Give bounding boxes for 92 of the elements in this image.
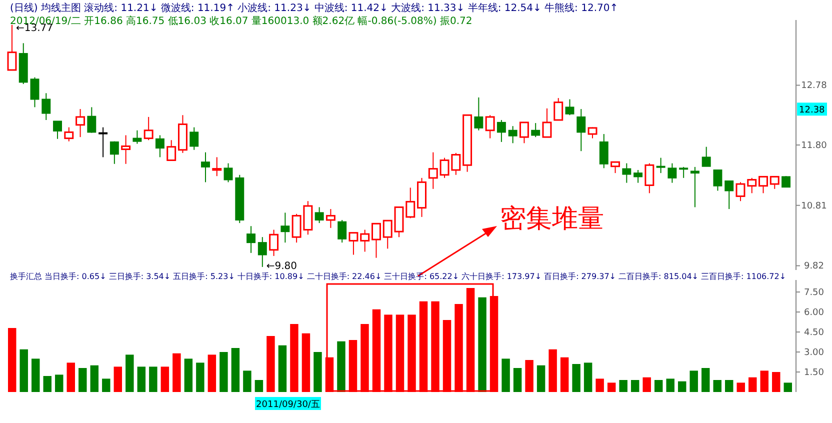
bar (384, 314, 392, 392)
bar (254, 380, 264, 392)
chart-title: 换手汇总 当日换手: 0.65↓ 三日换手: 3.54↓ 五日换手: 5.23↓ 十日换手: 10.89↓ 二十日换手: 22.46↓ 三十日换手: 65.22↓ 六十日换手: 173.97↓ 百日换手: 279.37↓ 二百日换手: 815.04↓ 三百日换手: 1106.72↓ (10, 272, 786, 281)
bar (784, 382, 792, 392)
bar (525, 360, 534, 392)
candlestick (155, 134, 164, 158)
bar (102, 378, 110, 392)
bar (619, 380, 628, 392)
y-tick-label: 7.50 (804, 288, 824, 298)
candlestick (280, 212, 290, 244)
bar (290, 324, 298, 392)
bar (772, 372, 780, 392)
bar (466, 288, 475, 392)
bar (701, 368, 710, 392)
bar (502, 358, 510, 392)
bar (114, 366, 122, 392)
bar (372, 309, 381, 392)
bar (396, 314, 404, 392)
bar (607, 382, 616, 392)
annotation: 密集堆量 (500, 204, 604, 234)
bar (90, 365, 99, 392)
y-tick-label: 1.50 (804, 368, 824, 378)
bar (713, 380, 722, 392)
y-tick-label: 3.00 (804, 348, 824, 358)
bar (149, 366, 158, 392)
candlestick (576, 108, 586, 152)
bar (160, 366, 170, 392)
bar (348, 340, 358, 392)
bar (419, 301, 428, 392)
y-tick-label: 6.00 (804, 308, 824, 318)
bar (243, 370, 252, 392)
bar (736, 382, 745, 392)
bar (126, 354, 134, 392)
bar (220, 352, 228, 392)
bar (302, 333, 310, 392)
text: 12.38 (799, 106, 826, 116)
bar (32, 358, 40, 392)
bar (278, 345, 287, 392)
bar (408, 314, 416, 392)
candlestick (246, 226, 256, 254)
candlestick (98, 126, 108, 158)
bar (654, 380, 663, 392)
bar (172, 353, 181, 392)
bar (596, 378, 604, 392)
bar (536, 365, 546, 392)
bar (184, 358, 193, 392)
chart-title: (日线) 均线主图 滚动线: 11.21↓ 微波线: 11.19↑ 小波线: 11.23↓ 中波线: 11.42↓ 大波线: 11.33↓ 半年线: 12.54↓ 牛熊线: 12.70↑ (10, 2, 618, 14)
y-tick-label: 12.78 (801, 81, 828, 92)
bar (513, 368, 522, 392)
bar (55, 374, 64, 392)
bar (666, 378, 674, 392)
candlestick (622, 162, 632, 184)
candlestick (201, 152, 210, 183)
bar (78, 368, 87, 392)
bar (266, 336, 275, 392)
bar (43, 376, 52, 392)
candlestick (87, 106, 96, 133)
bar (137, 366, 146, 392)
bar (584, 362, 592, 392)
bar (20, 349, 28, 392)
bar (8, 328, 16, 392)
candlestick (428, 152, 438, 190)
y-tick-label: 11.80 (801, 141, 828, 151)
bar (478, 297, 486, 392)
bar (208, 354, 216, 392)
y-tick-label: 10.81 (801, 201, 827, 212)
y-tick-label: 4.50 (804, 328, 824, 338)
bar (760, 370, 768, 392)
y-tick-label: 9.82 (804, 262, 824, 272)
bar (725, 380, 734, 392)
candlestick (508, 126, 518, 144)
text: 2011/09/30/五 (256, 400, 320, 410)
bar (442, 320, 452, 392)
bar (560, 357, 569, 392)
bar (690, 370, 698, 392)
bar (630, 380, 640, 392)
bar (337, 341, 346, 392)
bar (748, 377, 757, 392)
bar (196, 362, 204, 392)
bar (548, 349, 557, 392)
annotation: ←9.80 (266, 260, 298, 272)
bar (431, 301, 440, 392)
candlestick (258, 236, 267, 268)
bar (642, 377, 651, 392)
bar (454, 304, 463, 392)
bar (360, 324, 369, 392)
bar (314, 352, 322, 392)
bar (66, 362, 75, 392)
bar (678, 381, 686, 392)
candlestick (121, 134, 131, 164)
bar (231, 348, 240, 392)
bar (572, 364, 580, 392)
